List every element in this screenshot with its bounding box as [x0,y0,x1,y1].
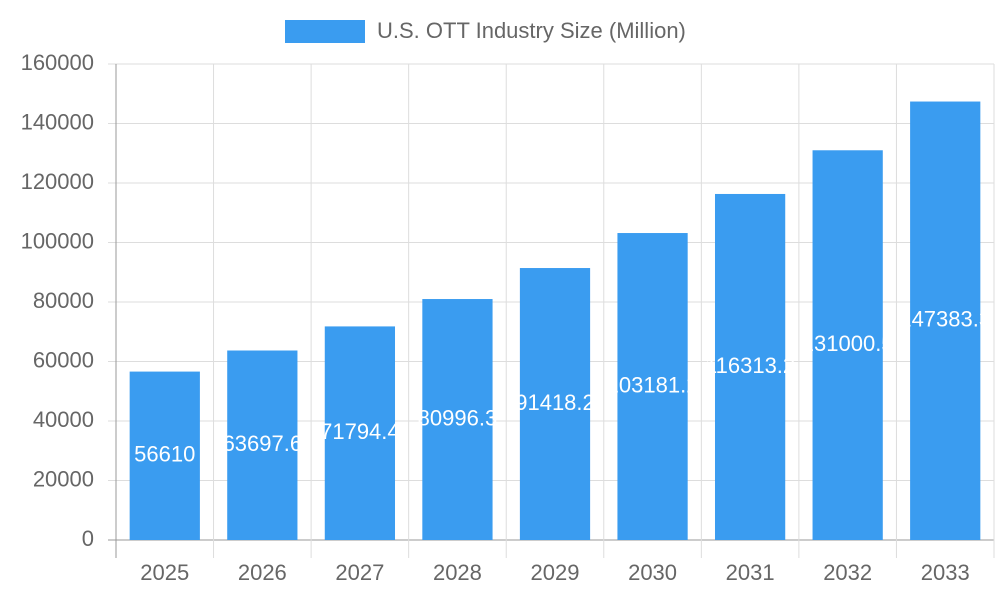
value-label: 131000.5 [802,331,894,356]
bar [422,299,493,540]
y-tick-label: 160000 [21,50,94,75]
y-tick-label: 40000 [33,407,94,432]
value-label: 80996.3 [418,405,498,430]
x-tick-label: 2033 [921,560,970,585]
y-tick-label: 140000 [21,109,94,134]
x-tick-label: 2028 [433,560,482,585]
y-tick-label: 0 [82,526,94,551]
x-tick-label: 2029 [531,560,580,585]
y-tick-label: 100000 [21,228,94,253]
bar [910,101,981,541]
y-tick-label: 20000 [33,466,94,491]
value-label: 147383.3 [899,307,991,332]
bar [617,233,688,540]
value-label: 116313.2 [705,353,795,378]
bar [714,193,786,540]
x-tick-label: 2032 [823,560,872,585]
y-tick-label: 120000 [21,169,94,194]
x-tick-label: 2030 [628,560,677,585]
value-label: 103181.2 [607,372,699,397]
x-tick-label: 2027 [335,560,384,585]
y-tick-label: 60000 [33,347,94,372]
legend-swatch [285,20,365,43]
bar [324,326,396,540]
bar [519,268,591,540]
bar [812,150,883,541]
value-label: 56610 [134,442,195,467]
bar [129,371,200,540]
legend-label: U.S. OTT Industry Size (Million) [377,18,686,43]
y-tick-label: 80000 [33,288,94,313]
value-label: 91418.2 [515,390,595,415]
x-tick-label: 2026 [238,560,287,585]
x-tick-label: 2031 [726,560,775,585]
bar [227,350,298,540]
value-label: 63697.6 [223,431,303,456]
x-tick-label: 2025 [140,560,189,585]
value-label: 71794.4 [320,419,400,444]
